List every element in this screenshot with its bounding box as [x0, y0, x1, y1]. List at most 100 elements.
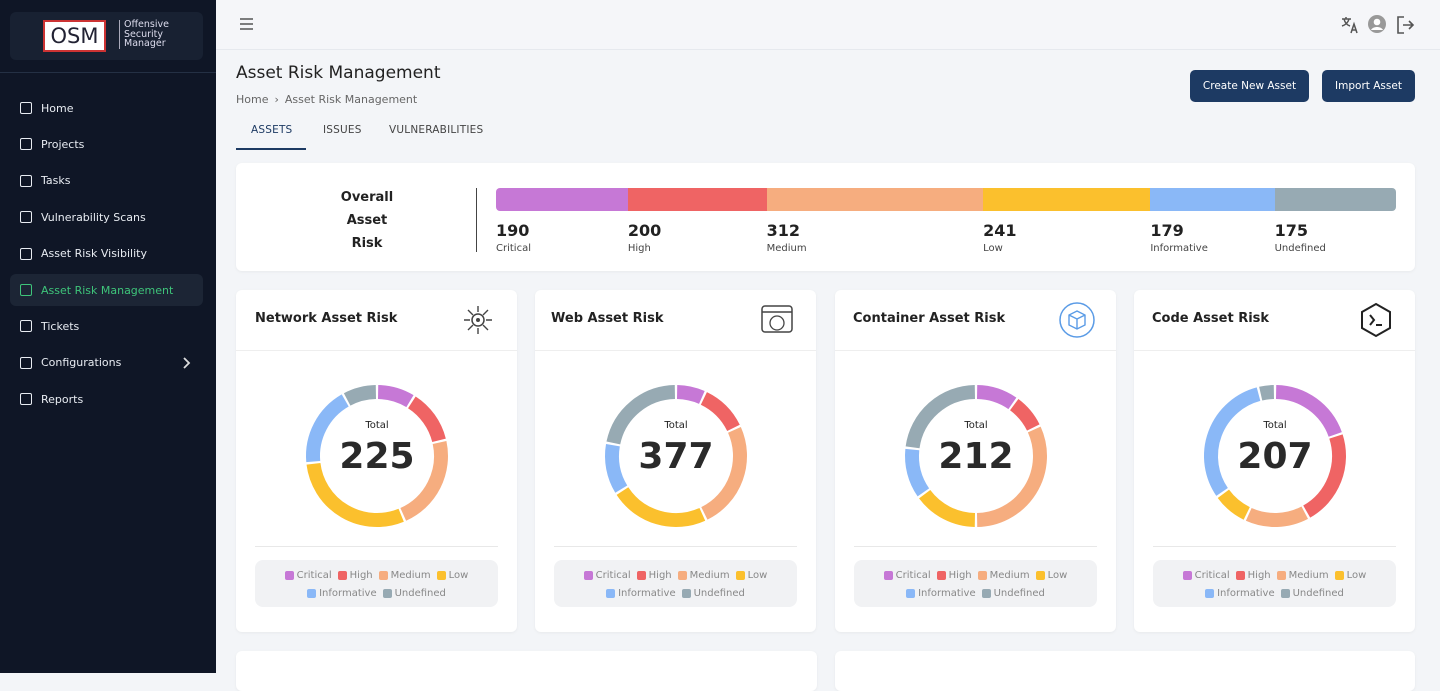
risk-bar-segment	[627, 188, 767, 211]
donut-segment	[676, 385, 705, 404]
legend-item: Undefined	[681, 585, 745, 602]
donut-segment	[701, 427, 747, 520]
legend-item: Medium	[977, 567, 1030, 584]
nav-label: Asset Risk Visibility	[41, 247, 147, 261]
nav-item[interactable]: Tasks	[10, 165, 203, 197]
legend-swatch	[681, 589, 691, 598]
user-icon[interactable]	[1367, 14, 1387, 34]
legend-label: Undefined	[693, 588, 745, 599]
legend-item: Low	[436, 567, 469, 584]
nav-label: Configurations	[41, 356, 122, 370]
donut-segment	[919, 489, 976, 527]
legend-label: Informative	[618, 588, 676, 599]
nav-item[interactable]: Tickets	[10, 310, 203, 342]
breadcrumb-item[interactable]: Home	[236, 93, 269, 106]
donut-segment	[407, 396, 446, 443]
legend-item: Undefined	[981, 585, 1045, 602]
legend: Critical High Medium Low Informative Undefine…	[1153, 560, 1396, 607]
legend-swatch	[583, 571, 593, 580]
tab[interactable]: ASSETS	[251, 124, 293, 136]
total-label: Total	[1262, 420, 1286, 431]
overall-label: Overall Asset Risk	[340, 190, 394, 251]
tab[interactable]: VULNERABILITIES	[389, 124, 484, 136]
donut-segment	[976, 385, 1017, 410]
legend-item: Informative	[906, 585, 976, 602]
legend-label: Critical	[296, 570, 332, 581]
legend-swatch	[436, 571, 446, 580]
legend-label: High	[1247, 570, 1271, 581]
legend-swatch	[1035, 571, 1045, 580]
legend-swatch	[936, 571, 946, 580]
legend-label: Medium	[689, 570, 730, 581]
tab[interactable]: ISSUES	[323, 124, 362, 136]
legend-label: Undefined	[1292, 588, 1344, 599]
legend-label: Low	[448, 570, 469, 581]
nav-item[interactable]: Asset Risk Visibility	[10, 238, 203, 270]
legend-item: Low	[735, 567, 767, 584]
card-title: Network Asset Risk	[255, 311, 398, 326]
chevron-icon	[183, 357, 191, 369]
risk-level: Critical	[496, 243, 531, 254]
nav-item[interactable]: Configurations	[10, 347, 203, 379]
legend-item: Low	[1035, 567, 1067, 584]
legend-swatch	[1276, 571, 1286, 580]
donut-segment	[905, 448, 930, 497]
legend-item: Low	[1334, 567, 1366, 584]
logo: OSM	[43, 20, 106, 52]
button[interactable]: Create New Asset	[1190, 70, 1309, 102]
divider	[0, 72, 216, 73]
card-icon	[761, 305, 793, 333]
legend-item: High	[1235, 567, 1271, 584]
nav-icon	[20, 393, 32, 406]
translate-icon[interactable]	[1340, 15, 1360, 35]
menu-icon[interactable]	[240, 18, 254, 30]
risk-card: Network Asset Risk Total 225 Critical High Me…	[236, 290, 517, 632]
legend-label: High	[948, 570, 972, 581]
donut-segment	[1217, 489, 1251, 520]
risk-count: 175	[1274, 221, 1308, 240]
divider	[535, 350, 816, 351]
button[interactable]: Import Asset	[1322, 70, 1415, 102]
nav-item[interactable]: Reports	[10, 383, 203, 415]
legend-label: Critical	[595, 570, 631, 581]
logo-box	[10, 12, 203, 60]
risk-level: Medium	[766, 243, 807, 254]
risk-bar-segment	[1150, 188, 1275, 211]
nav-label: Projects	[41, 137, 85, 151]
total-value: 212	[938, 436, 1013, 477]
legend-item: Critical	[1182, 567, 1230, 584]
card-icon	[464, 306, 492, 334]
legend-label: Medium	[1288, 570, 1329, 581]
legend-item: Critical	[883, 567, 931, 584]
legend-swatch	[977, 571, 987, 580]
divider	[554, 546, 797, 547]
legend-swatch	[1182, 571, 1192, 580]
nav-item[interactable]: Projects	[10, 128, 203, 160]
donut-segment	[377, 385, 414, 408]
legend-swatch	[981, 589, 991, 598]
legend-label: High	[349, 570, 373, 581]
card-placeholder	[236, 651, 817, 691]
risk-level: High	[627, 243, 651, 254]
legend-label: High	[648, 570, 672, 581]
nav-item[interactable]: Asset Risk Management	[10, 274, 203, 306]
nav-icon	[20, 247, 32, 260]
legend-swatch	[1280, 589, 1290, 598]
legend-item: Medium	[677, 567, 730, 584]
risk-count: 241	[983, 221, 1017, 240]
legend-item: High	[636, 567, 672, 584]
legend-label: Informative	[918, 588, 976, 599]
risk-level: Undefined	[1274, 243, 1326, 254]
overall-card: Overall Asset Risk 190 Critical 200 High 312 M…	[236, 163, 1415, 271]
legend-swatch	[284, 571, 294, 580]
nav-label: Vulnerability Scans	[41, 210, 146, 224]
nav-item[interactable]: Vulnerability Scans	[10, 201, 203, 233]
legend: Critical High Medium Low Informative Undefine…	[854, 560, 1097, 607]
nav-label: Asset Risk Management	[41, 283, 174, 297]
logout-icon[interactable]	[1396, 15, 1416, 35]
nav-item[interactable]: Home	[10, 92, 203, 124]
total-label: Total	[963, 420, 987, 431]
risk-count: 190	[496, 221, 530, 240]
legend-item: Undefined	[1280, 585, 1344, 602]
